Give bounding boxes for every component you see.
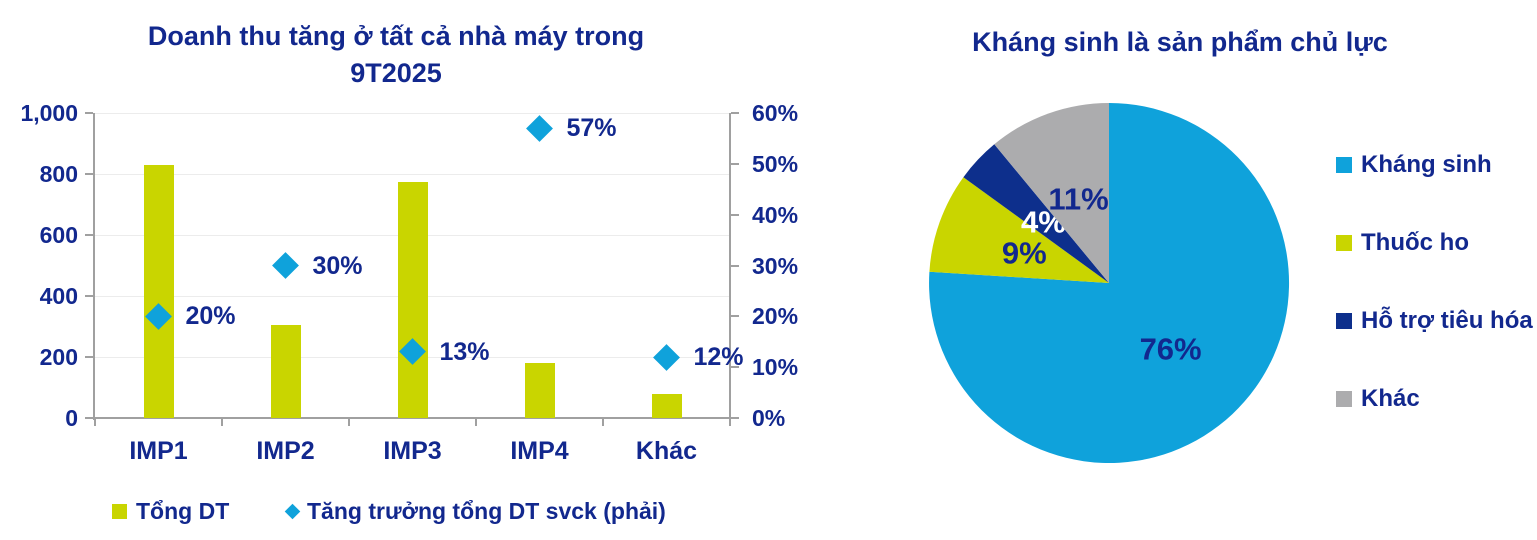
category-label-IMP3: IMP3	[383, 437, 442, 465]
x-axis-line	[93, 417, 730, 419]
legend-item-growth: Tăng trưởng tổng DT svck (phải)	[284, 498, 666, 525]
bar-IMP4	[524, 363, 555, 418]
right-axis-tick	[731, 264, 739, 267]
pie-legend-swatch-icon-2	[1336, 313, 1352, 329]
right-axis-line	[729, 113, 731, 420]
growth-diamond-Khác	[653, 343, 680, 371]
left-axis-line	[93, 113, 95, 420]
right-axis-tick-label: 60%	[752, 100, 799, 126]
pie-legend-label-0: Kháng sinh	[1361, 151, 1492, 178]
right-axis-tick	[731, 315, 739, 318]
pie-legend-label-2: Hỗ trợ tiêu hóa	[1361, 307, 1533, 334]
right-axis-tick	[731, 366, 739, 369]
pie-legend-swatch-icon-3	[1336, 391, 1352, 407]
x-axis-tick	[729, 419, 731, 426]
pie-slice-2	[963, 144, 1109, 283]
growth-label-IMP4: 57%	[566, 114, 617, 143]
right-axis-tick-label: 30%	[752, 252, 799, 279]
category-label-Khác: Khác	[635, 437, 698, 465]
right-axis-tick	[731, 417, 739, 419]
bar-series-swatch-icon	[112, 504, 127, 519]
category-label-IMP2: IMP2	[256, 437, 315, 465]
pie-legend-swatch-icon-0	[1336, 157, 1352, 173]
left-axis-tick	[85, 356, 93, 358]
pie-legend-item-1: Thuốc ho	[1336, 229, 1533, 256]
pie-legend-item-0: Kháng sinh	[1336, 151, 1533, 178]
right-axis-tick-label: 20%	[752, 303, 799, 330]
pie-slice-3	[994, 103, 1109, 283]
bar-Khác	[651, 393, 682, 418]
right-axis-tick	[731, 162, 739, 165]
growth-diamond-IMP4	[526, 114, 553, 142]
pie-slice-0	[929, 102, 1290, 463]
right-axis-tick-label: 50%	[752, 150, 799, 177]
right-axis-tick-label: 40%	[752, 201, 799, 228]
legend-item-tong-dt: Tổng DT	[112, 498, 229, 525]
bar-IMP2	[270, 324, 301, 418]
pie-graphic: 76%9%4%11%	[929, 102, 1290, 463]
x-axis-tick	[348, 419, 350, 426]
bar-chart-title-line2: 9T2025	[350, 58, 442, 88]
bar-chart-plot-area: 1,000 800 600 400 200 0 60% 50% 40% 30% 20% 10% 0% 20…	[20, 100, 798, 465]
gridline	[95, 112, 730, 114]
legend-label-tong-dt: Tổng DT	[136, 498, 230, 524]
growth-diamond-IMP2	[272, 252, 299, 279]
left-axis-tick-label: 1,000	[20, 100, 78, 126]
growth-label-IMP1: 20%	[185, 302, 236, 331]
pie-slice-label-3: 11%	[1048, 181, 1108, 216]
pie-legend-item-3: Khác	[1336, 385, 1533, 412]
legend-label-growth: Tăng trưởng tổng DT svck (phải)	[307, 498, 666, 524]
right-axis-tick	[731, 213, 739, 216]
left-axis-tick	[85, 295, 93, 297]
pie-legend-label-3: Khác	[1361, 385, 1420, 412]
x-axis-tick	[221, 419, 223, 426]
pie-legend-swatch-icon-1	[1336, 235, 1352, 251]
growth-label-Khác: 12%	[693, 343, 744, 371]
left-axis-tick	[85, 173, 93, 175]
growth-series-diamond-icon	[284, 503, 301, 520]
left-axis-tick	[85, 234, 93, 236]
pie-legend-item-2: Hỗ trợ tiêu hóa	[1336, 307, 1533, 334]
pie-chart-title: Kháng sinh là sản phẩm chủ lực	[972, 27, 1388, 57]
left-axis-tick-label: 400	[39, 283, 78, 309]
bar-chart-title: Doanh thu tăng ở tất cả nhà máy trong 9T…	[0, 18, 792, 92]
left-axis-tick-label: 200	[39, 344, 78, 370]
left-axis-tick-label: 800	[39, 161, 78, 187]
x-axis-tick	[475, 419, 477, 426]
right-axis-tick-label: 10%	[752, 354, 799, 381]
pie-legend-label-1: Thuốc ho	[1361, 229, 1469, 256]
left-axis-tick-label: 600	[39, 222, 78, 248]
bar-chart-title-line1: Doanh thu tăng ở tất cả nhà máy trong	[147, 21, 645, 51]
bar-IMP3	[397, 181, 428, 418]
category-label-IMP1: IMP1	[129, 437, 188, 465]
bar-IMP1	[143, 164, 174, 418]
growth-label-IMP3: 13%	[439, 337, 490, 366]
right-axis-tick-label: 0%	[752, 405, 786, 431]
pie-legend: Kháng sinh Thuốc ho Hỗ trợ tiêu hóa Khác	[1336, 151, 1533, 412]
pie-slice-1	[929, 177, 1109, 283]
x-axis-tick	[94, 419, 96, 426]
left-axis-tick-label: 0	[65, 405, 78, 431]
x-axis-tick	[602, 419, 604, 426]
gridline	[95, 173, 730, 175]
left-axis-tick	[85, 112, 93, 114]
pie-slice-label-1: 9%	[1002, 236, 1047, 271]
right-axis-tick	[731, 112, 739, 114]
category-label-IMP4: IMP4	[510, 437, 569, 465]
growth-label-IMP2: 30%	[312, 251, 363, 280]
left-axis-tick	[85, 417, 93, 419]
pie-slice-label-0: 76%	[1140, 332, 1202, 367]
